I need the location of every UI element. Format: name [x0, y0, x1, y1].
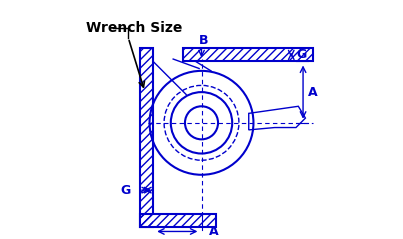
- Bar: [140, 49, 153, 227]
- Bar: [183, 49, 312, 61]
- Bar: [140, 49, 153, 227]
- Bar: [140, 214, 216, 227]
- Bar: [140, 214, 216, 227]
- Polygon shape: [249, 106, 305, 130]
- Text: G: G: [296, 49, 306, 61]
- Bar: [183, 49, 312, 61]
- Text: G: G: [120, 184, 131, 197]
- Text: A: A: [209, 225, 218, 238]
- Text: A: A: [308, 86, 318, 99]
- Text: B: B: [199, 34, 209, 47]
- Text: Wrench Size: Wrench Size: [86, 21, 182, 35]
